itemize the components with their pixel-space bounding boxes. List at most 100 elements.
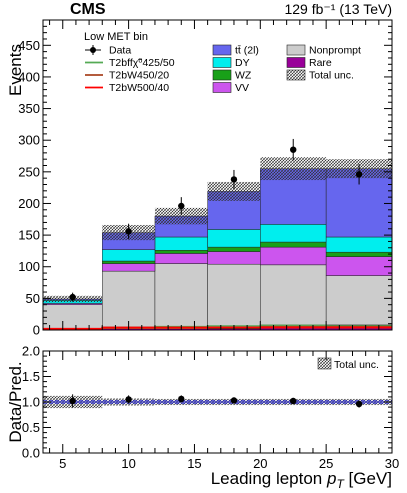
ratio-point: [355, 400, 363, 408]
bar-dy: [154, 236, 208, 251]
legend-label: T2bffχ̃⁰425/50: [109, 57, 175, 69]
x-axis-title-p: p: [326, 469, 336, 488]
legend-label: Data: [109, 45, 131, 57]
bar-wz2: [325, 251, 393, 257]
legend-label: Rare: [309, 57, 332, 69]
y-tick-label: 50: [26, 291, 40, 306]
y-tick-label: 350: [18, 101, 40, 116]
legend-box-swatch: [286, 44, 306, 56]
bar-nonprompt: [154, 263, 208, 328]
main-frame: [42, 19, 393, 331]
legend-label: T2bW450/20: [109, 70, 169, 82]
legend-label: Nonprompt: [309, 45, 361, 57]
main-y-axis: 0 50 100 150 200 250 300 350 400 450: [18, 19, 392, 338]
bar-vv: [325, 256, 393, 276]
bar-nonprompt: [102, 270, 156, 328]
bar-wz2: [102, 260, 156, 264]
ratio-point: [69, 397, 76, 405]
bar-wz2: [260, 241, 327, 248]
y-tick-label: 400: [18, 69, 40, 84]
data-point: [230, 176, 238, 183]
legend-box-swatch: [212, 44, 232, 56]
legend-box-swatch: [212, 82, 232, 93]
bar-dy: [102, 249, 156, 262]
legend-label: WZ: [235, 70, 252, 82]
ratio-legend: Total unc.: [317, 357, 379, 371]
bar-nonprompt: [260, 264, 327, 326]
luminosity-label: 129 fb⁻¹ (13 TeV): [284, 1, 392, 17]
bar-wz2: [154, 250, 208, 254]
ratio-y-axis-title: Data/Pred.: [6, 361, 25, 442]
unc-band: [260, 157, 327, 181]
main-x-axis-ticks: [49, 20, 393, 330]
x-tick-label: 20: [253, 456, 267, 471]
ratio-point: [125, 396, 132, 403]
ratio-panel: 0.0 0.5 1.0 1.5 2.0 5 10 15 20 25 30 Data/Pred. T…: [6, 344, 399, 492]
y-tick-label: 0: [33, 323, 40, 338]
ratio-uncertainty-band: [43, 395, 392, 409]
unc-band: [207, 181, 261, 201]
main-y-axis-title: Events: [6, 44, 25, 96]
ratio-y-tick-label: 0.5: [22, 420, 40, 435]
ratio-legend-label: Total unc.: [334, 359, 379, 371]
ratio-y-tick-label: 1.5: [22, 369, 40, 384]
x-axis-title-sub: T: [336, 477, 345, 491]
y-tick-label: 150: [18, 228, 40, 243]
legend-label: tt̄ (2l): [235, 44, 259, 56]
bar-dy: [260, 224, 327, 243]
legend-box-swatch: [286, 69, 306, 81]
unc-band: [154, 207, 208, 225]
legend-label: DY: [235, 57, 250, 69]
x-tick-label: 30: [385, 456, 399, 471]
bar-nonprompt: [42, 304, 103, 329]
ratio-y-tick-label: 1.0: [22, 395, 40, 410]
legend-label: T2bW500/40: [109, 82, 169, 94]
ratio-x-axis: 5 10 15 20 25 30: [49, 351, 399, 471]
bar-vv: [260, 246, 327, 266]
bar-nonprompt: [325, 275, 393, 326]
ratio-y-tick-label: 2.0: [22, 344, 40, 359]
x-axis-title: Leading lepton pT [GeV]: [211, 469, 392, 491]
x-tick-label: 5: [59, 456, 66, 471]
x-axis-title-main: Leading lepton: [211, 469, 327, 488]
ratio-y-axis: 0.0 0.5 1.0 1.5 2.0: [22, 344, 392, 461]
legend-data-marker: [90, 47, 96, 53]
main-panel: 0 50 100 150 200 250 300 350 400 450 Events Low M…: [6, 19, 393, 338]
experiment-label: CMS: [70, 1, 106, 18]
bar-wz2: [207, 246, 261, 252]
x-tick-label: 15: [187, 456, 201, 471]
data-point: [355, 171, 363, 178]
bar-nonprompt: [207, 263, 261, 327]
legend-box-swatch: [212, 57, 232, 68]
ratio-y-tick-label: 0.0: [22, 446, 40, 461]
y-tick-label: 450: [18, 38, 40, 53]
ratio-point: [178, 395, 185, 403]
data-point: [290, 146, 297, 153]
data-points: [69, 138, 363, 302]
data-point: [69, 293, 76, 301]
data-point: [178, 202, 185, 210]
y-tick-label: 300: [18, 133, 40, 148]
y-tick-label: 200: [18, 196, 40, 211]
y-tick-label: 250: [18, 164, 40, 179]
x-tick-label: 10: [121, 456, 135, 471]
bar-vv: [154, 253, 208, 264]
data-point: [125, 228, 132, 235]
ratio-point: [290, 397, 297, 405]
bar-vv: [102, 263, 156, 272]
legend-label: VV: [235, 82, 249, 94]
x-axis-title-unit: [GeV]: [344, 469, 392, 488]
bin-label: Low MET bin: [84, 31, 148, 43]
y-tick-label: 100: [18, 259, 40, 274]
ratio-point: [230, 397, 238, 404]
x-tick-label: 25: [319, 456, 333, 471]
ratio-legend-swatch: [317, 357, 332, 370]
bar-dy: [325, 236, 393, 253]
legend-box-swatch: [286, 57, 306, 68]
ratio-points: [69, 394, 363, 408]
main-stack: [42, 168, 393, 331]
bar-dy: [207, 229, 261, 248]
legend-box-swatch: [212, 69, 232, 81]
